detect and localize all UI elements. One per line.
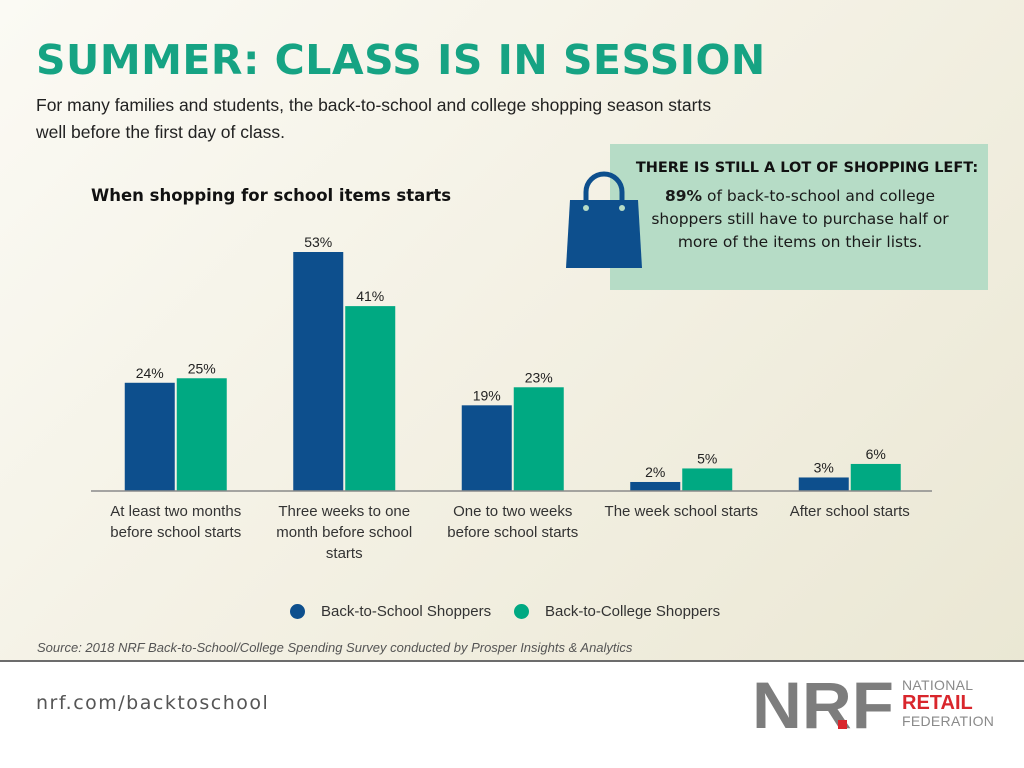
bar-school-3 — [630, 481, 681, 491]
source-note: Source: 2018 NRF Back-to-School/College … — [37, 640, 633, 655]
nrf-logo-mark: NRF — [752, 676, 894, 732]
logo-line-2: RETAIL — [902, 692, 973, 714]
bar-school-4 — [798, 477, 849, 491]
category-label-3: The week school starts — [605, 503, 758, 520]
data-label-school-0: 24% — [136, 365, 164, 381]
category-label-0: At least two months before school starts — [110, 503, 241, 541]
bar-college-2 — [513, 387, 564, 491]
callout-text: 89% of back-to-school and college shoppe… — [650, 185, 950, 254]
data-label-college-0: 25% — [188, 360, 216, 376]
page-title: SUMMER: CLASS IS IN SESSION — [36, 36, 766, 84]
legend-item-college: Back-to-College Shoppers — [514, 603, 720, 620]
bar-school-1 — [293, 252, 344, 491]
callout-body: of back-to-school and college shoppers s… — [651, 187, 949, 251]
bar-school-2 — [461, 405, 512, 491]
chart-title: When shopping for school items starts — [91, 186, 452, 205]
category-label-4: After school starts — [790, 503, 910, 520]
legend-label-college: Back-to-College Shoppers — [545, 603, 721, 620]
callout-highlight: 89% — [664, 187, 703, 205]
bar-college-0 — [176, 378, 227, 491]
bar-college-1 — [345, 306, 396, 491]
category-label-1: Three weeks to one month before school sta… — [276, 503, 412, 562]
data-label-college-1: 41% — [356, 288, 384, 304]
data-label-college-4: 6% — [866, 446, 886, 462]
callout-heading: THERE IS STILL A LOT OF SHOPPING LEFT: — [635, 160, 979, 176]
footer — [0, 662, 1024, 768]
data-label-school-1: 53% — [304, 234, 332, 250]
legend-item-school: Back-to-School Shoppers — [290, 603, 491, 620]
bar-school-0 — [124, 382, 175, 491]
logo-line-3: FEDERATION — [902, 713, 995, 729]
legend-swatch-college — [514, 604, 529, 619]
callout-box — [610, 144, 988, 290]
shopping-bag-icon — [566, 171, 642, 268]
bar-chart: 24% 25% At least two months before school s… — [91, 234, 932, 562]
data-label-school-4: 3% — [814, 459, 834, 475]
data-label-college-3: 5% — [697, 450, 717, 466]
footer-url: nrf.com/backtoschool — [36, 692, 270, 714]
footer-divider — [0, 660, 1024, 662]
category-label-2: One to two weeks before school starts — [447, 503, 578, 541]
data-label-school-2: 19% — [473, 387, 501, 403]
logo-line-1: NATIONAL — [902, 677, 974, 693]
legend-swatch-school — [290, 604, 305, 619]
bar-college-4 — [850, 463, 901, 491]
nrf-logo-text: NATIONAL RETAIL FEDERATION — [902, 678, 994, 728]
data-label-school-3: 2% — [645, 464, 665, 480]
bar-college-3 — [682, 468, 733, 491]
legend-label-school: Back-to-School Shoppers — [321, 603, 492, 620]
data-label-college-2: 23% — [525, 369, 553, 385]
page-subtitle: For many families and students, the back… — [36, 95, 712, 142]
svg-text:NRF: NRF — [752, 676, 894, 732]
